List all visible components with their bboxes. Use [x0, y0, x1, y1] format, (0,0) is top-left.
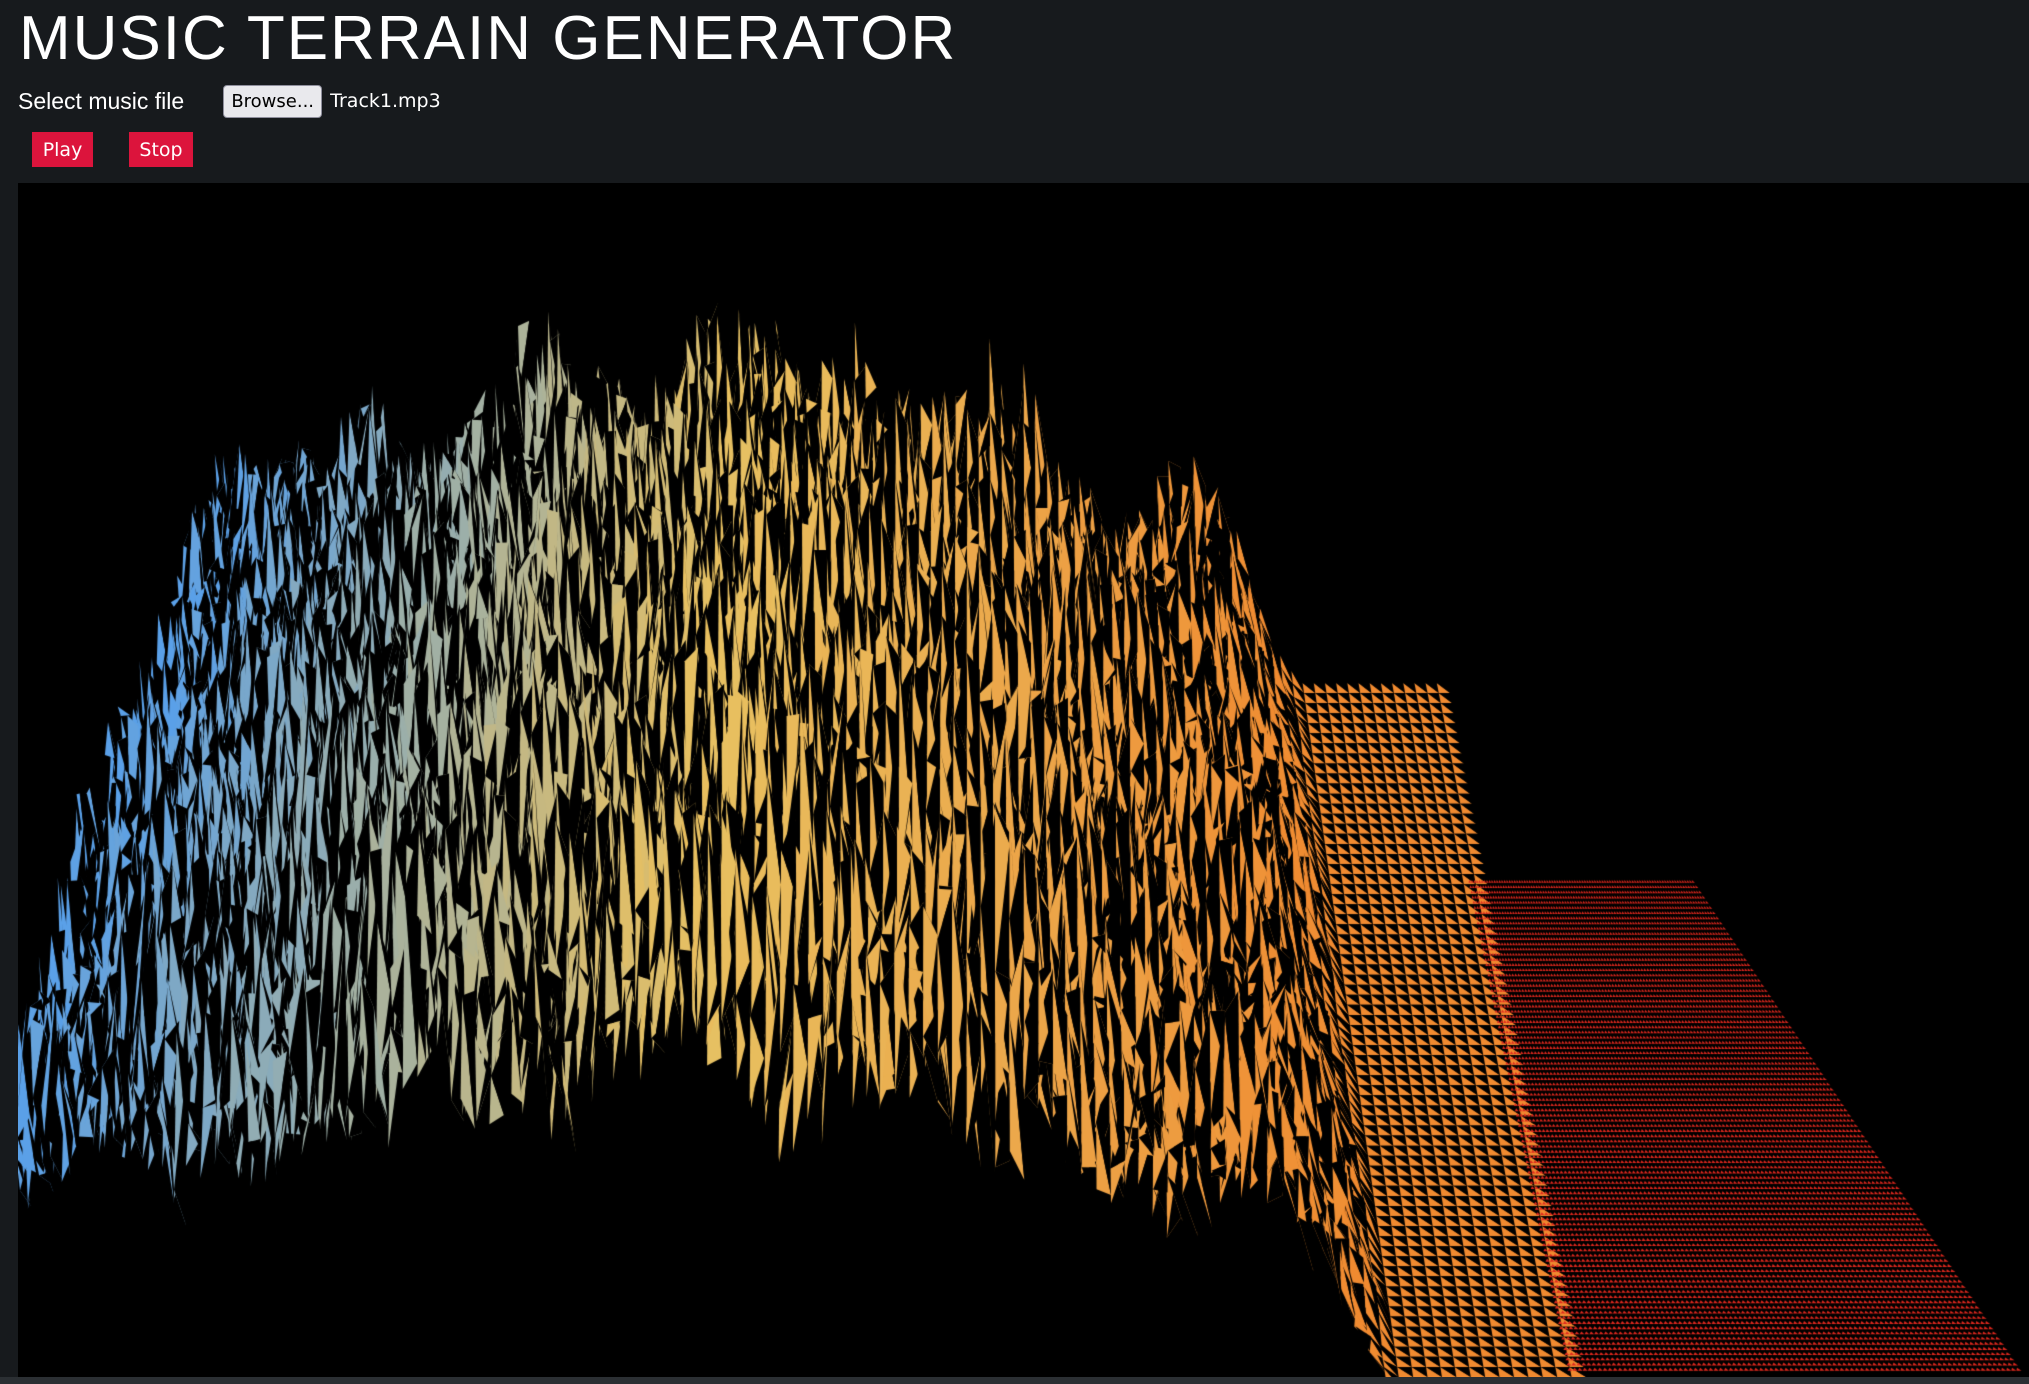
stop-button[interactable]: Stop [129, 132, 193, 167]
bottom-strip [0, 1377, 2029, 1384]
browse-button[interactable]: Browse... [223, 84, 323, 118]
file-picker-row: Select music file Browse... Track1.mp3 [18, 83, 441, 119]
selected-file-name: Track1.mp3 [330, 90, 441, 112]
page-title: MUSIC TERRAIN GENERATOR [19, 4, 958, 73]
play-button[interactable]: Play [32, 132, 93, 167]
terrain-viewport[interactable] [18, 183, 2029, 1377]
terrain-canvas[interactable] [18, 183, 2029, 1377]
file-picker-label: Select music file [18, 87, 185, 114]
